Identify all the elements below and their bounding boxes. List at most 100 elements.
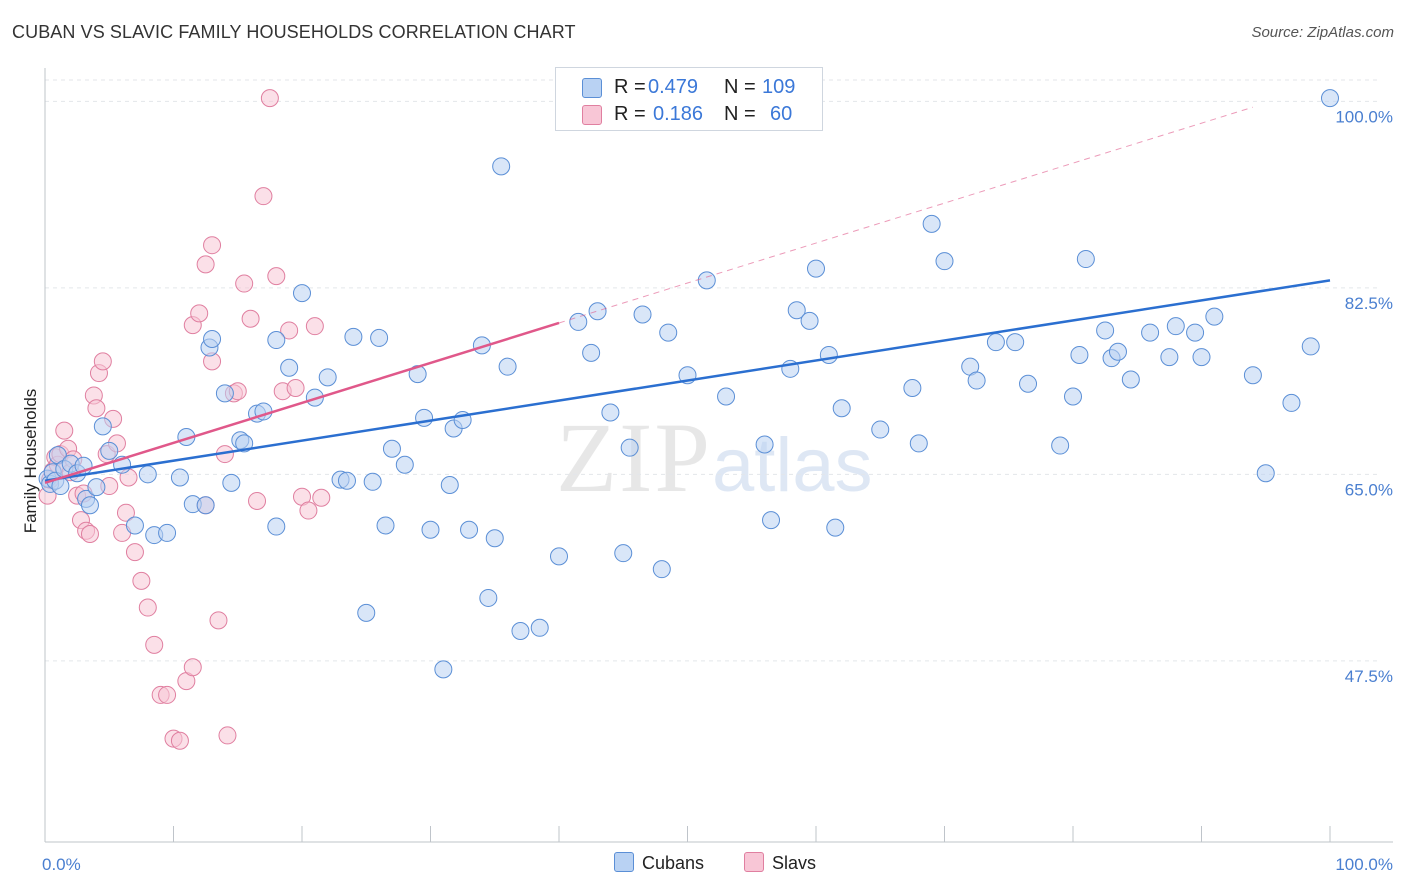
cubans-point (659, 323, 678, 342)
cubans-point (1282, 393, 1301, 412)
gridlines (45, 79, 1380, 662)
cubans-point (370, 328, 389, 347)
slavs-point (87, 399, 106, 418)
cubans-point (498, 357, 517, 376)
slavs-point (241, 309, 260, 328)
cubans-point (222, 473, 241, 492)
cubans-point (832, 399, 851, 418)
cubans-point (511, 621, 530, 640)
slavs-r-value: 0.186 (653, 103, 704, 125)
cubans-r-value: 0.479 (648, 76, 699, 98)
cubans-point (196, 496, 215, 515)
cubans-point (807, 259, 825, 278)
cubans-point (318, 368, 337, 387)
legend-row-cubans: R = 0.479 N = 109 (556, 74, 822, 102)
cubans-point (530, 618, 549, 637)
slavs-point (170, 731, 189, 750)
cubans-point (235, 434, 254, 453)
slavs-point (145, 635, 164, 654)
cubans-point (717, 387, 736, 406)
slavs-trend-line (44, 321, 560, 485)
cubans-point (1192, 348, 1211, 367)
legend-item-cubans: Cubans (614, 852, 704, 874)
cubans-point (826, 518, 845, 537)
trend-lines (44, 106, 1331, 485)
cubans-point (1141, 323, 1160, 342)
cubans-point (800, 311, 819, 330)
cubans-point (1243, 366, 1262, 385)
tick-labels: 47.5% 65.0% 82.5% 100.0% 0.0% 100.0% Family Ho… (21, 107, 1393, 874)
cubans-point (1121, 370, 1140, 389)
slavs-point (280, 321, 299, 340)
cubans-point (267, 517, 286, 536)
cubans-point (871, 420, 890, 439)
cubans-point (755, 435, 774, 454)
axes (44, 68, 1393, 843)
cubans-point (620, 438, 639, 457)
slavs-point (196, 255, 215, 274)
cubans-point (337, 471, 356, 490)
cubans-point (1064, 387, 1082, 406)
cubans-point (485, 529, 504, 548)
cubans-point (633, 305, 652, 324)
slavs-swatch (582, 105, 602, 125)
cubans-point (935, 252, 954, 271)
cubans-point (1096, 321, 1115, 340)
x-tick-label-max: 100.0% (1335, 855, 1393, 874)
cubans-point (1321, 89, 1339, 108)
chart-title: CUBAN VS SLAVIC FAMILY HOUSEHOLDS CORREL… (12, 22, 576, 42)
cubans-legend-swatch (614, 852, 634, 872)
cubans-point (1051, 436, 1070, 455)
cubans-point (440, 475, 459, 494)
cubans-point (1205, 307, 1224, 326)
cubans-point (492, 157, 511, 176)
watermark: ZIPatlas (556, 400, 873, 515)
cubans-trend-line (44, 279, 1331, 482)
cubans-point (158, 523, 177, 542)
y-tick-label: 65.0% (1345, 480, 1393, 499)
cubans-point (652, 560, 671, 579)
slavs-point (93, 352, 112, 371)
cubans-point (986, 333, 1005, 352)
cubans-point (582, 343, 601, 362)
cubans-point (460, 520, 479, 539)
slavs-r-label: R = (614, 103, 646, 125)
slavs-legend-label: Slavs (772, 853, 817, 873)
slavs-point (138, 598, 157, 617)
legend-row-slavs: R = 0.186 N = 60 (556, 101, 822, 129)
x-tick-label-min: 0.0% (42, 855, 81, 874)
slavs-point (218, 726, 237, 745)
cubans-point (100, 441, 119, 460)
cubans-points (38, 89, 1339, 679)
cubans-point (267, 331, 286, 350)
cubans-point (601, 403, 620, 422)
slavs-point (158, 685, 177, 704)
cubans-point (280, 358, 299, 377)
cubans-point (344, 327, 363, 346)
cubans-n-value: 109 (762, 76, 796, 98)
cubans-point (967, 371, 986, 390)
slavs-point (125, 543, 144, 562)
slavs-point (286, 378, 305, 397)
slavs-point (248, 491, 267, 510)
source-credit: Source: ZipAtlas.com (1251, 24, 1394, 41)
cubans-r-label: R = (614, 76, 646, 98)
cubans-point (376, 516, 395, 535)
cubans-point (550, 547, 568, 566)
slavs-point (203, 236, 222, 255)
cubans-point (293, 284, 311, 303)
cubans-point (479, 588, 498, 607)
slavs-point (190, 304, 209, 323)
cubans-point (1160, 348, 1179, 367)
cubans-legend-label: Cubans (642, 853, 705, 873)
slavs-n-value: 60 (770, 103, 793, 125)
cubans-point (357, 603, 376, 622)
cubans-point (395, 455, 414, 474)
cubans-point (1019, 374, 1038, 393)
cubans-point (1186, 323, 1205, 342)
slavs-point (312, 488, 331, 507)
cubans-point (203, 329, 222, 348)
cubans-point (922, 214, 941, 233)
slavs-points (38, 89, 331, 750)
